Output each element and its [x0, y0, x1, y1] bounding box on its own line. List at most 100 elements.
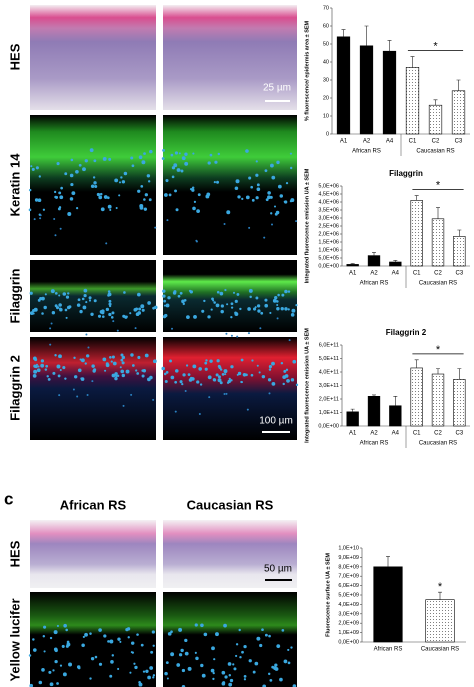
nucleus [77, 368, 82, 373]
nucleus [110, 360, 113, 363]
nucleus [265, 198, 269, 202]
nucleus [236, 335, 239, 338]
nucleus [179, 380, 183, 384]
nucleus [248, 659, 252, 663]
error-bar [414, 359, 419, 368]
nucleus [120, 176, 123, 179]
nucleus [86, 393, 89, 396]
nucleus [274, 663, 278, 667]
nucleus [221, 681, 226, 686]
group-label: African RS [360, 441, 389, 447]
nucleus [139, 203, 144, 208]
nucleus [186, 315, 190, 320]
nucleus [121, 361, 125, 365]
nucleus [37, 198, 42, 203]
nucleus [142, 369, 147, 373]
nucleus [107, 290, 111, 293]
scale-label: 100 µm [259, 416, 293, 427]
nucleus [75, 207, 79, 210]
nucleus [267, 672, 271, 676]
nucleus [261, 374, 266, 379]
nucleus [257, 309, 261, 313]
scale-label: 50 µm [264, 564, 292, 575]
nucleus [184, 651, 189, 656]
y-tick-label: 3,0E+09 [338, 611, 359, 617]
bar [431, 218, 445, 267]
nucleus [38, 680, 43, 685]
nucleus [165, 178, 169, 183]
nucleus [195, 240, 198, 243]
nucleus [41, 668, 45, 672]
nucleus [41, 312, 44, 315]
nucleus [69, 197, 74, 201]
nucleus [283, 659, 288, 664]
nucleus [213, 301, 216, 304]
nucleus [243, 644, 247, 649]
error-bar [372, 394, 376, 397]
nucleus [191, 186, 195, 190]
nucleus [184, 152, 188, 156]
nucleus [39, 217, 42, 220]
nucleus [200, 663, 204, 668]
y-tick-label: 7,0E+09 [338, 574, 359, 580]
nucleus [83, 293, 87, 298]
nucleus [127, 636, 130, 639]
x-tick-label: African RS [374, 647, 403, 653]
nucleus [34, 358, 38, 362]
nucleus [143, 152, 146, 155]
y-tick-label: 6,0E+11 [319, 342, 339, 348]
nucleus [276, 160, 280, 165]
nucleus [216, 359, 220, 363]
image-fil-african [30, 260, 156, 332]
nucleus [152, 644, 155, 647]
nucleus [54, 648, 58, 653]
nucleus [143, 198, 146, 201]
nucleus [211, 646, 215, 651]
nucleus [273, 205, 277, 208]
nuclei [28, 148, 299, 687]
nucleus [255, 296, 259, 300]
nucleus [55, 306, 60, 310]
nucleus [91, 380, 94, 383]
nucleus [213, 181, 216, 184]
nucleus [180, 648, 184, 653]
nucleus [147, 180, 151, 183]
nucleus [175, 369, 179, 373]
y-tick-label: 9,0E+09 [338, 555, 359, 561]
nucleus [130, 641, 135, 645]
nucleus [65, 628, 68, 632]
x-tick-label: C3 [455, 431, 463, 437]
nucleus [242, 373, 247, 377]
bar [428, 104, 443, 135]
nucleus [43, 625, 47, 629]
nucleus [29, 683, 34, 687]
nucleus [237, 371, 242, 376]
nucleus [179, 291, 183, 295]
nucleus [226, 381, 230, 384]
nucleus [207, 375, 212, 380]
nucleus [153, 359, 157, 364]
nucleus [204, 367, 208, 371]
nucleus [196, 209, 200, 214]
nucleus [187, 666, 192, 671]
nucleus [174, 380, 178, 384]
nucleus [33, 218, 36, 221]
nucleus [52, 371, 56, 375]
x-tick-label: A2 [363, 139, 371, 145]
nucleus [56, 624, 60, 628]
nucleus [85, 301, 88, 304]
nucleus [45, 364, 49, 368]
bar [431, 373, 445, 427]
nucleus [182, 373, 186, 377]
nucleus [284, 289, 288, 294]
nucleus [52, 669, 55, 672]
nucleus [145, 669, 149, 674]
nucleus [256, 183, 260, 187]
y-tick-label: 0,0E+00 [318, 263, 339, 269]
nucleus [246, 408, 249, 411]
x-tick-label: A1 [340, 139, 348, 145]
nucleus [230, 302, 234, 306]
nucleus [171, 327, 174, 330]
nucleus [215, 373, 219, 377]
